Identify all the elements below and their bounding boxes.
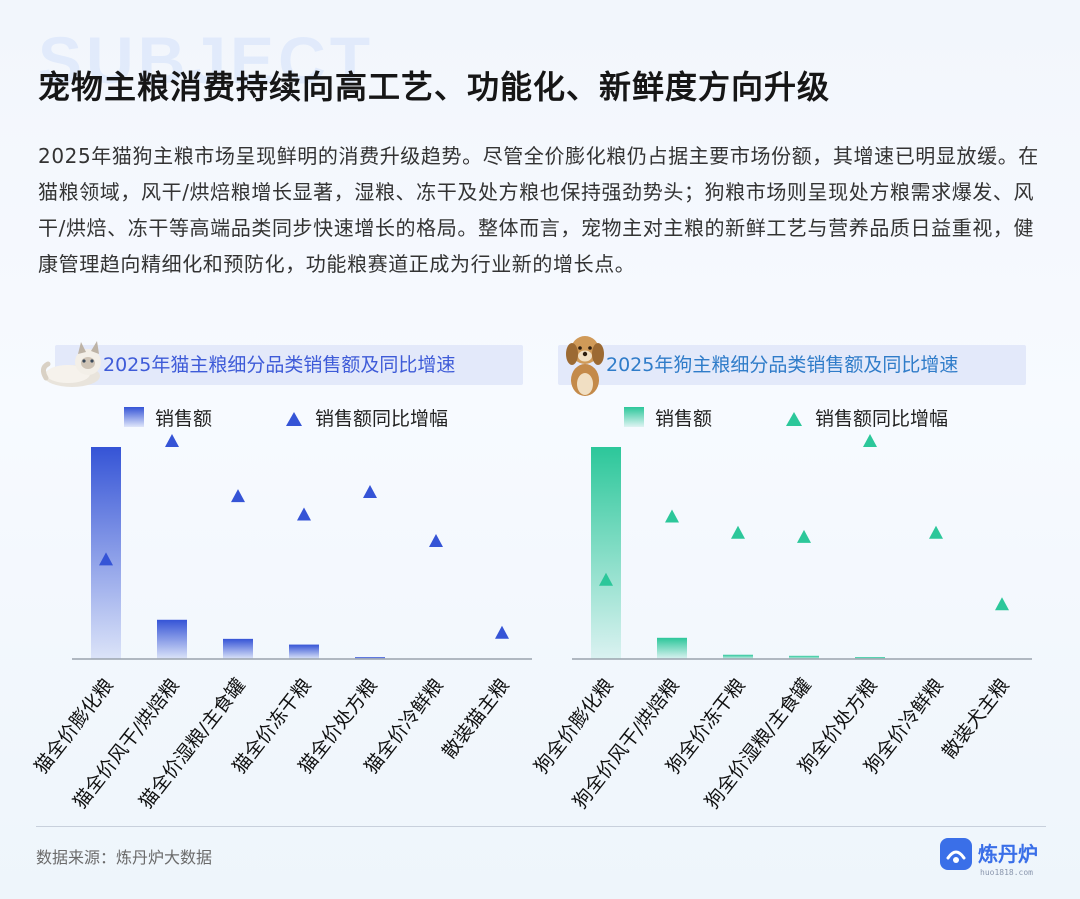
- dog-growth-marker-6: [995, 597, 1009, 611]
- dog-growth-marker-3: [797, 529, 811, 543]
- dog-bar-1: [657, 637, 687, 659]
- page-title: 宠物主粮消费持续向高工艺、功能化、新鲜度方向升级: [38, 68, 831, 106]
- cat-growth-marker-1: [165, 434, 179, 447]
- cat-legend-marker-label: 销售额同比增幅: [315, 408, 448, 430]
- cat-chart: 销售额 销售额同比增幅猫全价膨化粮猫全价风干/烘焙粮猫全价湿粮/主食罐猫全价冻干粮…: [30, 407, 532, 813]
- cat-legend-marker-swatch: [286, 412, 302, 426]
- logo-text: 炼丹炉: [978, 842, 1038, 866]
- dog-bar-4: [855, 657, 885, 659]
- cat-chart-title: 2025年猫主粮细分品类销售额及同比增速: [103, 354, 456, 376]
- dog-chart: 销售额 销售额同比增幅狗全价膨化粮狗全价风干/烘焙粮狗全价冻干粮狗全价湿粮/主食罐…: [530, 407, 1032, 813]
- dog-legend-bar-label: 销售额: [655, 408, 712, 430]
- dog-legend-marker-swatch: [786, 412, 802, 426]
- cat-bar-4: [355, 657, 385, 659]
- cat-growth-marker-6: [495, 625, 509, 639]
- cat-icon: [40, 341, 101, 387]
- cat-growth-marker-2: [231, 489, 245, 503]
- dog-growth-marker-1: [665, 509, 679, 523]
- cat-growth-marker-0: [99, 552, 113, 566]
- dog-growth-marker-5: [929, 525, 943, 539]
- dog-icon: [566, 336, 604, 396]
- footer-divider: [36, 826, 1046, 827]
- dog-category-label-6: 散装犬主粮: [938, 675, 1014, 763]
- cat-bar-2: [223, 638, 253, 659]
- dog-chart-header: 2025年狗主粮细分品类销售额及同比增速: [558, 345, 1026, 385]
- data-source: 数据来源：炼丹炉大数据: [36, 848, 213, 867]
- cat-category-label-6: 散装猫主粮: [438, 675, 514, 763]
- cat-growth-marker-3: [297, 507, 311, 521]
- dog-legend-marker-label: 销售额同比增幅: [815, 408, 948, 430]
- cat-chart-header: 2025年猫主粮细分品类销售额及同比增速: [55, 345, 523, 385]
- intro-paragraph: 2025年猫狗主粮市场呈现鲜明的消费升级趋势。尽管全价膨化粮仍占据主要市场份额，…: [38, 144, 1039, 276]
- dog-growth-marker-2: [731, 525, 745, 539]
- dog-bar-0: [591, 447, 621, 659]
- dog-growth-marker-4: [863, 434, 877, 447]
- dog-bar-2: [723, 654, 753, 659]
- cat-bar-1: [157, 619, 187, 659]
- logo-badge-icon: [940, 838, 972, 870]
- background-watermark: SUBJECT: [38, 23, 375, 97]
- cat-bar-3: [289, 644, 319, 659]
- logo-url: huo1818.com: [980, 868, 1033, 877]
- dog-legend-bar-swatch: [624, 407, 644, 427]
- cat-legend-bar-swatch: [124, 407, 144, 427]
- dog-growth-marker-0: [599, 572, 613, 586]
- dog-chart-title: 2025年狗主粮细分品类销售额及同比增速: [606, 354, 959, 376]
- cat-growth-marker-5: [429, 533, 443, 547]
- cat-growth-marker-4: [363, 485, 377, 498]
- cat-legend-bar-label: 销售额: [155, 408, 212, 430]
- brand-logo: 炼丹炉 huo1818.com: [940, 838, 1038, 877]
- dog-bar-3: [789, 655, 819, 659]
